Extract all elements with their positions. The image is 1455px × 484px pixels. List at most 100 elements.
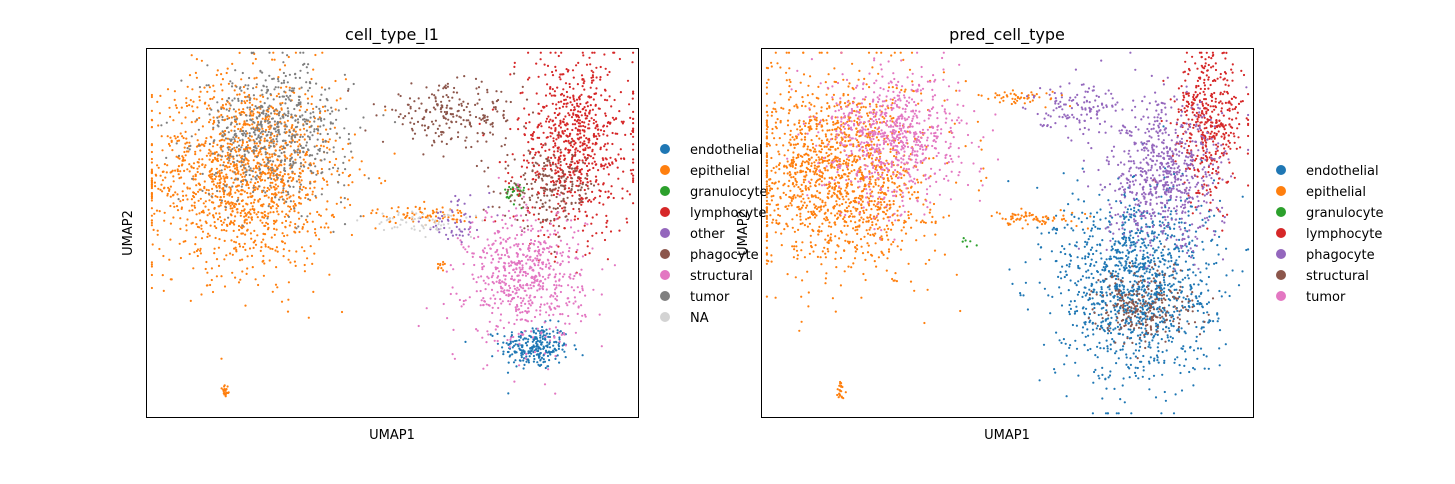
data-point <box>290 89 293 93</box>
data-point <box>517 194 520 197</box>
data-point <box>228 223 231 226</box>
data-point <box>555 212 558 215</box>
data-point <box>551 132 554 135</box>
data-point <box>150 168 153 171</box>
data-point <box>331 213 334 216</box>
data-point <box>318 238 321 241</box>
data-point <box>464 248 467 251</box>
data-point <box>396 226 399 229</box>
data-point <box>483 116 486 119</box>
data-point <box>451 234 454 237</box>
legend-label-other: other <box>690 227 725 242</box>
data-point <box>462 119 465 122</box>
data-point <box>548 342 551 345</box>
data-point <box>222 145 225 148</box>
data-point <box>254 176 257 179</box>
data-point <box>253 121 256 124</box>
data-point <box>569 163 572 166</box>
data-point <box>523 227 526 230</box>
data-point <box>342 161 345 164</box>
data-point <box>248 139 251 142</box>
data-point <box>289 159 292 162</box>
data-point <box>561 120 565 123</box>
data-point <box>583 156 586 159</box>
data-point <box>302 127 306 130</box>
data-point <box>320 167 323 171</box>
data-point <box>238 228 241 232</box>
data-point <box>540 331 543 334</box>
data-point <box>586 105 590 108</box>
data-point <box>216 182 219 185</box>
data-point <box>266 161 270 164</box>
data-point <box>562 343 566 346</box>
data-point <box>287 173 290 176</box>
data-point <box>586 240 589 243</box>
data-point <box>263 210 266 213</box>
data-point <box>606 166 609 169</box>
data-point <box>482 303 485 307</box>
data-point <box>534 332 538 335</box>
data-point <box>489 247 492 250</box>
data-point <box>465 105 468 109</box>
data-point <box>174 137 177 140</box>
data-point <box>216 171 219 174</box>
data-point <box>261 205 264 208</box>
data-point <box>229 188 232 191</box>
data-point <box>411 129 414 132</box>
data-point <box>270 192 274 196</box>
data-point <box>427 217 430 220</box>
data-point <box>454 194 457 198</box>
data-point <box>241 168 244 171</box>
data-point <box>576 248 579 252</box>
data-point <box>223 218 226 221</box>
data-point <box>221 89 224 92</box>
data-point <box>286 54 289 57</box>
data-point <box>254 186 257 189</box>
data-point <box>299 183 302 186</box>
data-point <box>331 122 334 125</box>
legend-marker-granulocyte <box>660 186 670 196</box>
data-point <box>309 131 312 134</box>
data-point <box>212 116 215 119</box>
data-point <box>188 104 191 107</box>
data-point <box>515 291 518 294</box>
data-point <box>230 121 233 124</box>
data-point <box>1073 215 1076 218</box>
data-point <box>310 102 313 106</box>
data-point <box>585 63 589 66</box>
data-point <box>1213 262 1216 265</box>
data-point <box>293 207 296 210</box>
data-point <box>475 228 479 232</box>
data-point <box>1123 242 1126 245</box>
data-point <box>486 115 489 118</box>
data-point <box>252 87 255 90</box>
data-point <box>566 243 569 246</box>
data-point <box>241 183 244 186</box>
data-point <box>323 178 326 181</box>
data-point <box>358 168 361 171</box>
data-point <box>263 137 266 140</box>
data-point <box>539 199 542 202</box>
data-point <box>521 274 524 277</box>
data-point <box>525 294 528 297</box>
data-point <box>1216 320 1219 323</box>
data-point <box>632 180 635 184</box>
data-point <box>632 168 635 171</box>
data-point <box>406 211 409 215</box>
data-point <box>397 115 400 118</box>
data-point <box>241 126 244 129</box>
data-point <box>522 186 526 189</box>
data-point <box>223 285 227 288</box>
data-point <box>274 249 277 252</box>
data-point <box>283 173 286 176</box>
data-point <box>307 63 310 66</box>
data-point <box>469 225 472 228</box>
data-point <box>267 196 270 199</box>
data-point <box>527 141 530 144</box>
data-point <box>1092 223 1095 227</box>
data-point <box>439 227 442 230</box>
data-point <box>277 80 280 83</box>
data-point <box>554 183 557 186</box>
data-point <box>558 124 561 127</box>
data-point <box>303 249 306 253</box>
